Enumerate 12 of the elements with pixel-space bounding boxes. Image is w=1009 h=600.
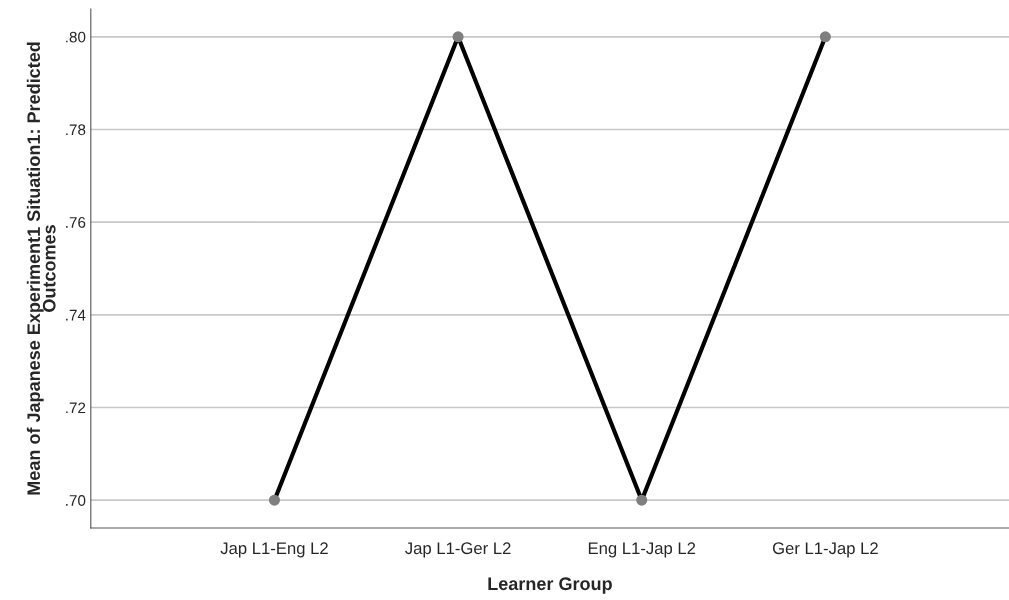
y-tick-label: .74: [66, 309, 86, 321]
x-axis-title: Learner Group: [488, 577, 612, 594]
x-tick-label: Eng L1-Jap L2: [588, 542, 696, 558]
y-tick-label: .70: [66, 495, 86, 506]
y-tick-label: .76: [66, 217, 86, 228]
y-tick-label: .80: [66, 31, 86, 43]
y-axis-title: Mean of Japanese Experiment1 Situation1: Predicted Outcomes: [26, 42, 56, 495]
y-tick-label: .72: [66, 402, 86, 414]
x-tick-label: Jap L1-Eng L2: [220, 542, 328, 558]
x-tick-label: Ger L1-Jap L2: [772, 542, 878, 558]
y-tick-label: .78: [66, 124, 86, 136]
x-tick-label: Jap L1-Ger L2: [405, 542, 511, 558]
